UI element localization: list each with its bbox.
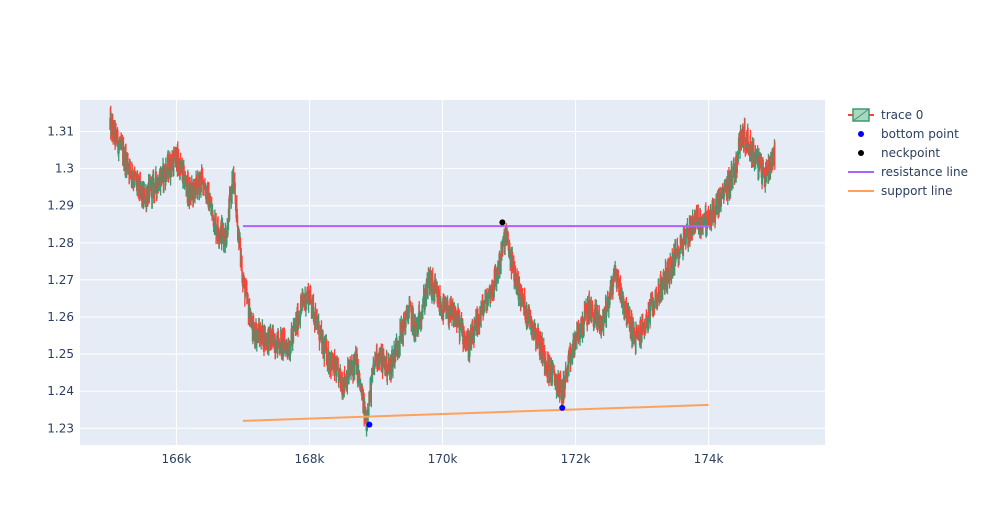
y-tick-label: 1.25: [47, 347, 74, 361]
x-tick-label: 172k: [561, 452, 591, 466]
legend-neckpoint-symbol: [858, 150, 864, 156]
x-tick-label: 166k: [162, 452, 192, 466]
x-axis-tick-labels: 166k 168k 170k 172k 174k: [162, 452, 724, 466]
y-tick-label: 1.24: [47, 384, 74, 398]
y-tick-label: 1.29: [47, 199, 74, 213]
y-tick-label: 1.28: [47, 236, 74, 250]
y-tick-label: 1.27: [47, 273, 74, 287]
legend-item-support-line[interactable]: support line: [848, 184, 953, 198]
support-line-path[interactable]: [242, 403, 709, 422]
x-tick-label: 168k: [295, 452, 325, 466]
plot-area[interactable]: [80, 100, 825, 445]
legend-item-neckpoint[interactable]: neckpoint: [858, 146, 940, 160]
y-tick-label: 1.31: [47, 125, 74, 139]
legend-label: neckpoint: [881, 146, 940, 160]
legend-label: bottom point: [881, 127, 959, 141]
legend-label: support line: [881, 184, 953, 198]
bottom-point-marker[interactable]: [366, 421, 373, 428]
y-tick-label: 1.23: [47, 421, 74, 435]
legend-item-bottom-point[interactable]: bottom point: [858, 127, 959, 141]
neckpoint-marker[interactable]: [499, 219, 506, 226]
gridlines: [80, 100, 825, 445]
x-tick-label: 174k: [694, 452, 724, 466]
y-axis-tick-labels: 1.23 1.24 1.25 1.26 1.27 1.28 1.29 1.3 1.31: [47, 125, 74, 436]
legend-label: trace 0: [881, 108, 923, 122]
y-tick-label: 1.3: [55, 162, 74, 176]
legend-candle-diagonal: [852, 108, 870, 122]
legend[interactable]: trace 0 bottom point neckpoint resistance l…: [848, 108, 968, 198]
y-tick-label: 1.26: [47, 310, 74, 324]
bottom-point-marker[interactable]: [559, 404, 566, 411]
legend-bottom-point-symbol: [858, 131, 864, 137]
reference-lines[interactable]: [242, 225, 709, 422]
legend-item-resistance-line[interactable]: resistance line: [848, 165, 968, 179]
legend-label: resistance line: [881, 165, 968, 179]
candlestick-series[interactable]: [109, 105, 776, 437]
marker-points[interactable]: [366, 219, 566, 428]
legend-item-trace-0[interactable]: trace 0: [848, 108, 923, 122]
x-tick-label: 170k: [428, 452, 458, 466]
